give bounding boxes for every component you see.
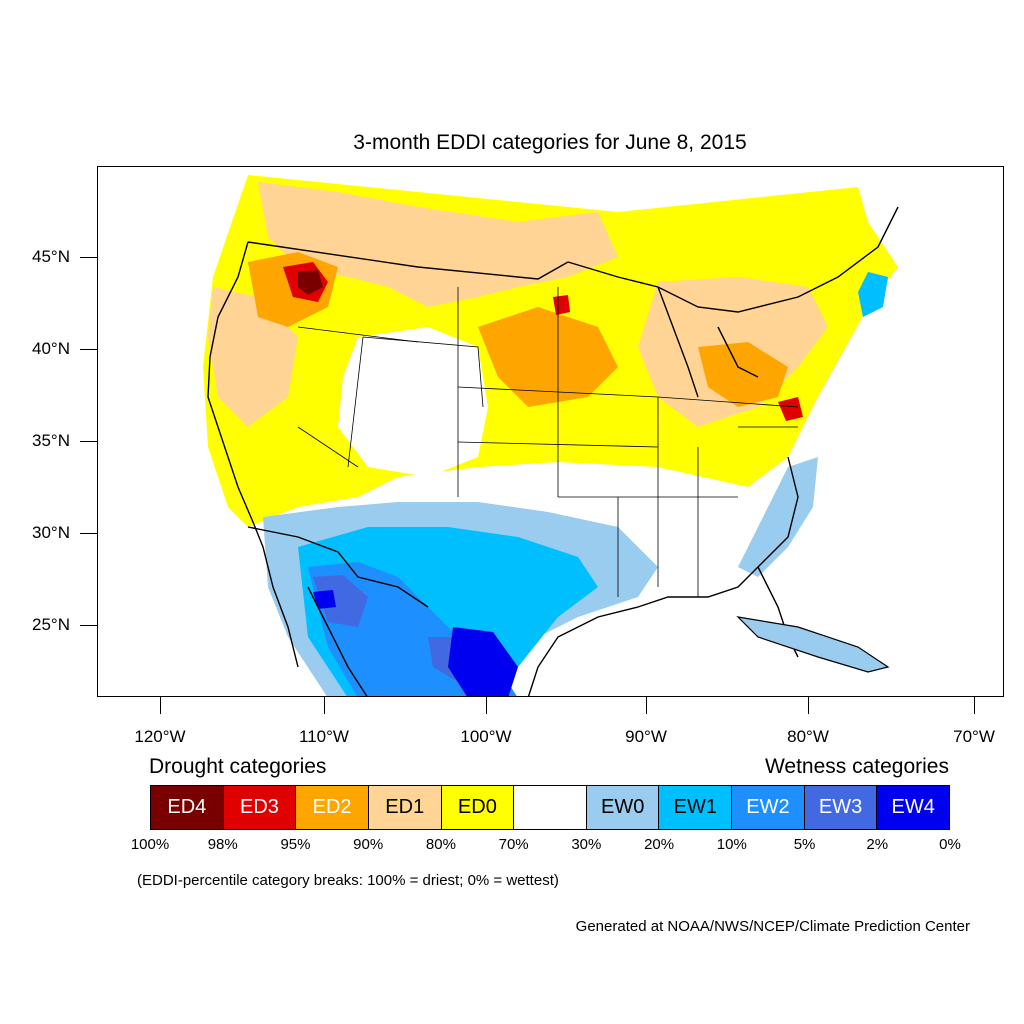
legend-cell-ew4: EW4 [877,786,950,829]
eddi-map [203,175,899,696]
region-ew1-ne [858,272,888,317]
drought-categories-heading: Drought categories [149,755,327,778]
legend-cell-normal [514,786,587,829]
legend-cell-ed4: ED4 [151,786,224,829]
lon-label-120w: 120°W [134,727,186,746]
category-legend: ED4 ED3 ED2 ED1 ED0 EW0 EW1 EW2 EW3 EW4 [150,785,950,830]
break-label: 90% [353,836,384,853]
lat-tick [80,257,97,258]
lon-tick [160,697,161,714]
lat-label-45: 45°N [32,247,70,266]
region-normal [338,327,488,477]
wetness-categories-heading: Wetness categories [764,755,949,778]
region-ed3-c [778,397,803,421]
lon-label-90w: 90°W [625,727,667,746]
region-ed2-east [698,342,788,407]
lon-label-110w: 110°W [299,727,349,746]
break-label: 95% [280,836,311,853]
break-label: 100% [130,836,170,853]
region-ew4 [448,627,518,696]
lat-tick [80,349,97,350]
region-ed2-central [478,307,618,407]
lat-label-35: 35°N [32,431,70,450]
lon-tick [808,697,809,714]
region-ed1-north [258,182,618,307]
lon-tick [974,697,975,714]
legend-cell-ew2: EW2 [732,786,805,829]
break-label: 20% [644,836,675,853]
lon-tick [324,697,325,714]
lat-tick [80,625,97,626]
credit-line: Generated at NOAA/NWS/NCEP/Climate Predi… [575,918,970,935]
break-label: 5% [793,836,816,853]
legend-cell-ed1: ED1 [368,786,442,829]
map-frame [97,166,1004,697]
region-ew4-b [313,590,336,609]
region-ed4 [298,270,323,295]
legend-cell-ed0: ED0 [441,786,515,829]
break-label: 2% [866,836,889,853]
break-label: 30% [571,836,602,853]
legend-cell-ew3: EW3 [804,786,878,829]
cuba-island [736,616,890,673]
lon-label-100w: 100°W [460,727,512,746]
lat-label-30: 30°N [32,523,70,542]
legend-cell-ew0: EW0 [586,786,660,829]
break-label: 0% [939,836,961,853]
legend-cell-ed2: ED2 [296,786,369,829]
lon-tick [646,697,647,714]
map-title: 3-month EDDI categories for June 8, 2015 [353,131,747,154]
break-label: 80% [425,836,456,853]
lat-tick [80,441,97,442]
state-borders [297,287,799,597]
break-label: 98% [207,836,238,853]
legend-cell-ed3: ED3 [223,786,297,829]
lon-label-70w: 70°W [953,727,995,746]
region-ew0-se [738,457,818,577]
break-label: 10% [716,836,747,853]
region-ed3-b [553,295,570,315]
break-label: 70% [498,836,529,853]
lat-tick [80,533,97,534]
category-note: (EDDI-percentile category breaks: 100% =… [137,872,559,889]
lat-label-40: 40°N [32,339,70,358]
lat-label-25: 25°N [32,615,70,634]
legend-cell-ew1: EW1 [659,786,733,829]
region-ew3 [313,575,368,627]
coastlines [207,206,899,696]
lon-label-80w: 80°W [787,727,829,746]
lon-tick [486,697,487,714]
